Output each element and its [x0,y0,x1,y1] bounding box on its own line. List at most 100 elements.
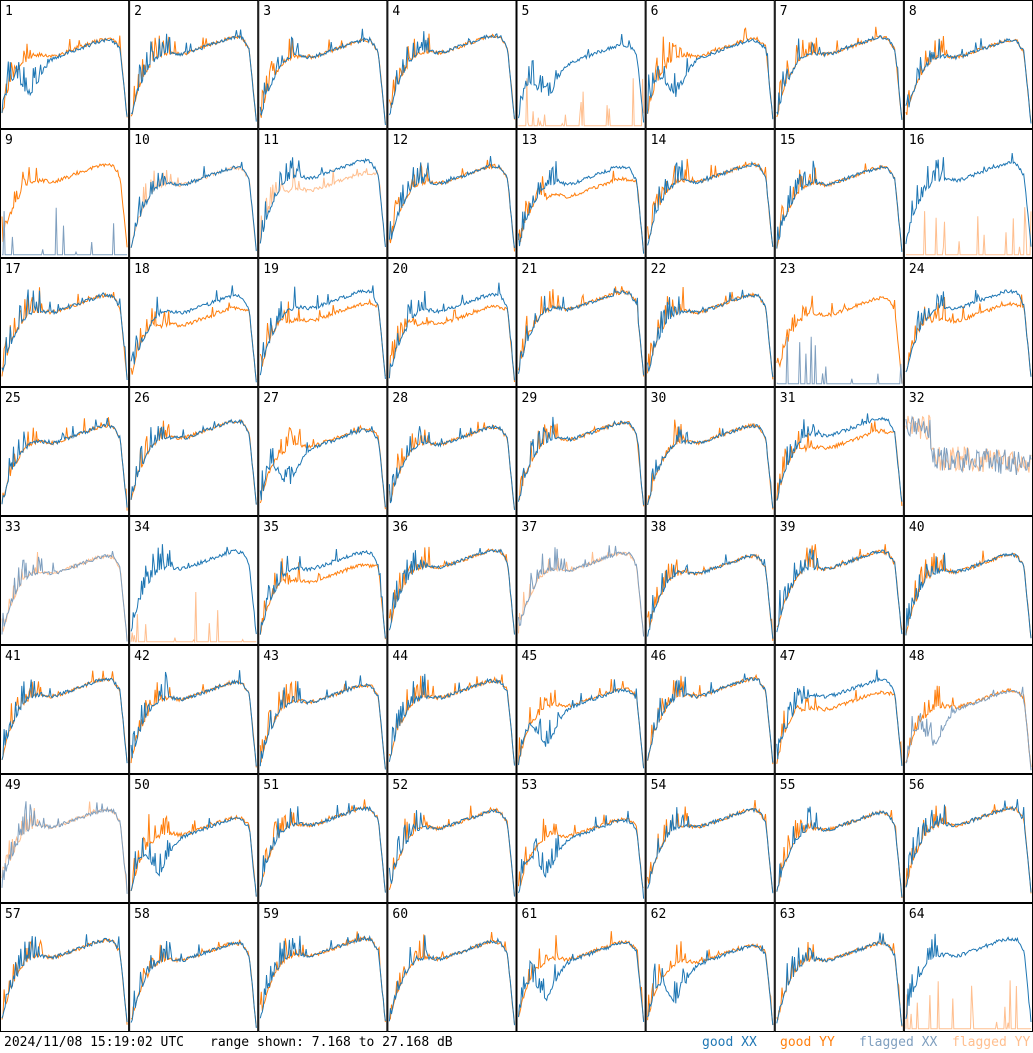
series-yy-good [518,679,645,769]
series-xx-good [776,413,903,502]
panel-label: 48 [909,649,925,664]
series-xx-good [130,161,257,252]
panel-frame [387,645,517,774]
panel-45: 45 [516,645,646,774]
panel-30: 30 [645,387,775,516]
panel-label: 56 [909,778,925,793]
series-yy-flagged [518,78,645,127]
panel-label: 18 [134,262,150,277]
panel-22: 22 [645,258,775,387]
series-yy-flagged [905,980,1031,1030]
panel-label: 42 [134,649,150,664]
panel-5: 5 [516,0,646,129]
panel-frame [774,645,904,774]
panel-label: 4 [392,4,400,19]
panel-frame [129,903,259,1032]
series-xx-good [259,28,386,126]
panel-frame [903,774,1033,903]
panel-frame [0,129,130,258]
series-xx-good [776,806,903,898]
series-xx-good [130,670,257,767]
series-yy-good [130,814,257,897]
panel-34: 34 [129,516,259,645]
panel-frame [903,0,1033,129]
panel-18: 18 [129,258,259,387]
panel-label: 52 [392,778,408,793]
panel-label: 57 [5,907,21,922]
panel-label: 55 [780,778,796,793]
panel-frame [129,774,259,903]
panel-label: 44 [392,649,408,664]
panel-13: 13 [516,129,646,258]
panel-12: 12 [387,129,517,258]
panel-label: 7 [780,4,788,19]
legend-flagged-xx: flagged XX [859,1035,938,1050]
panel-label: 64 [909,907,925,922]
panel-label: 46 [651,649,667,664]
series-yy-good [259,558,386,640]
panel-frame [645,516,775,645]
series-xx-good [259,803,386,893]
series-xx-good [647,944,774,1026]
panel-40: 40 [903,516,1033,645]
series-xx-good [518,810,645,899]
series-xx-good [518,161,645,254]
panel-label: 34 [134,520,150,535]
panel-frame [129,129,259,258]
panel-17: 17 [0,258,130,387]
panel-9: 9 [0,129,130,258]
panel-54: 54 [645,774,775,903]
series-xx-good [647,423,774,508]
series-xx-good [388,547,515,635]
panel-61: 61 [516,903,646,1032]
panel-frame [774,129,904,258]
series-xx-good [518,416,645,506]
panel-37: 37 [516,516,646,645]
series-xx-flagged [1,801,128,894]
series-xx-flagged [2,207,128,256]
panel-32: 32 [903,387,1033,516]
series-xx-good [647,289,774,378]
panel-25: 25 [0,387,130,516]
series-yy-flagged [905,207,1032,256]
panel-label: 19 [263,262,279,277]
panel-frame [516,645,646,774]
panel-label: 5 [522,4,530,19]
panel-frame [645,129,775,258]
panel-label: 62 [651,907,667,922]
series-xx-good [388,673,515,766]
panel-label: 45 [522,649,538,664]
panel-label: 16 [909,133,925,148]
series-xx-good [388,155,515,248]
series-xx-good [1,289,128,381]
series-xx-good [905,152,1032,247]
series-yy-good [776,809,903,899]
panel-48: 48 [903,645,1033,774]
panel-label: 13 [522,133,538,148]
panel-label: 22 [651,262,667,277]
series-xx-good [776,34,903,120]
panel-frame [516,774,646,903]
panel-frame [0,774,130,903]
panel-frame [645,774,775,903]
panel-label: 47 [780,649,796,664]
panel-frame [0,258,130,387]
series-yy-good [647,553,774,641]
panel-label: 50 [134,778,150,793]
panel-frame [129,258,259,387]
series-yy-good [905,804,1032,894]
panel-frame [645,0,775,129]
panel-label: 49 [5,778,21,793]
panel-41: 41 [0,645,130,774]
panel-frame [258,129,388,258]
panel-frame [387,903,517,1032]
series-yy-good [259,298,386,377]
panel-55: 55 [774,774,904,903]
series-yy-good [388,304,515,383]
series-xx-good [905,289,1032,377]
series-yy-flagged [259,167,386,246]
panel-19: 19 [258,258,388,387]
panel-frame [774,0,904,129]
panel-frame [258,774,388,903]
panel-33: 33 [0,516,130,645]
